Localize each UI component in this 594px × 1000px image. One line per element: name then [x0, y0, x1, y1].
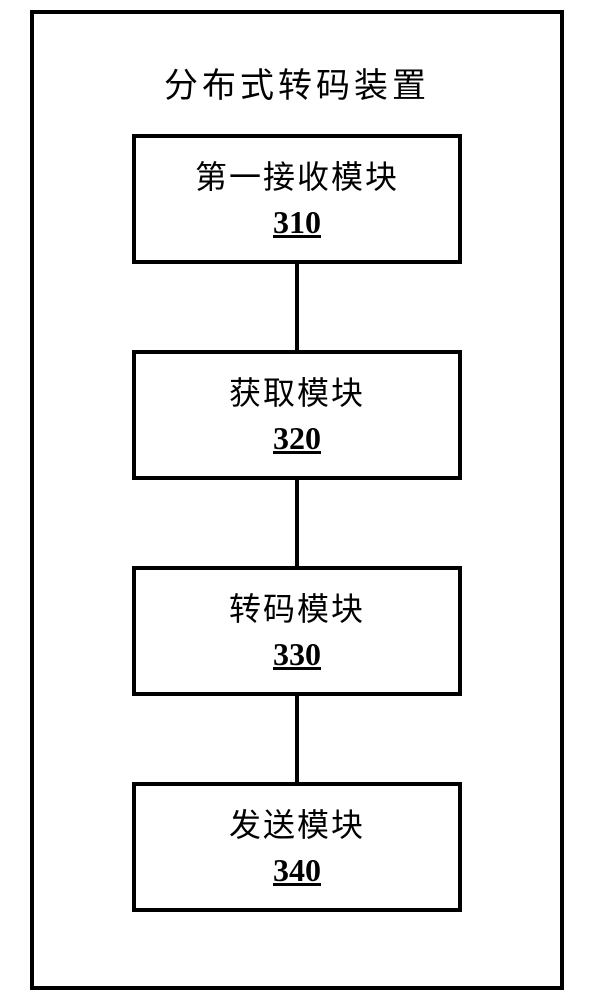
module-box-320: 获取模块 320 [132, 350, 462, 480]
module-box-340: 发送模块 340 [132, 782, 462, 912]
module-label: 第一接收模块 [195, 157, 399, 199]
module-label: 发送模块 [229, 805, 365, 847]
module-label: 获取模块 [229, 373, 365, 415]
module-label: 转码模块 [229, 589, 365, 631]
diagram-outer-frame: 分布式转码装置 第一接收模块 310 获取模块 320 转码模块 330 发送模… [30, 10, 564, 990]
module-box-310: 第一接收模块 310 [132, 134, 462, 264]
module-number: 340 [273, 852, 321, 889]
module-number: 330 [273, 636, 321, 673]
connector-line [295, 480, 299, 566]
diagram-title: 分布式转码装置 [34, 58, 560, 107]
module-box-330: 转码模块 330 [132, 566, 462, 696]
connector-line [295, 264, 299, 350]
module-number: 320 [273, 420, 321, 457]
module-number: 310 [273, 204, 321, 241]
connector-line [295, 696, 299, 782]
